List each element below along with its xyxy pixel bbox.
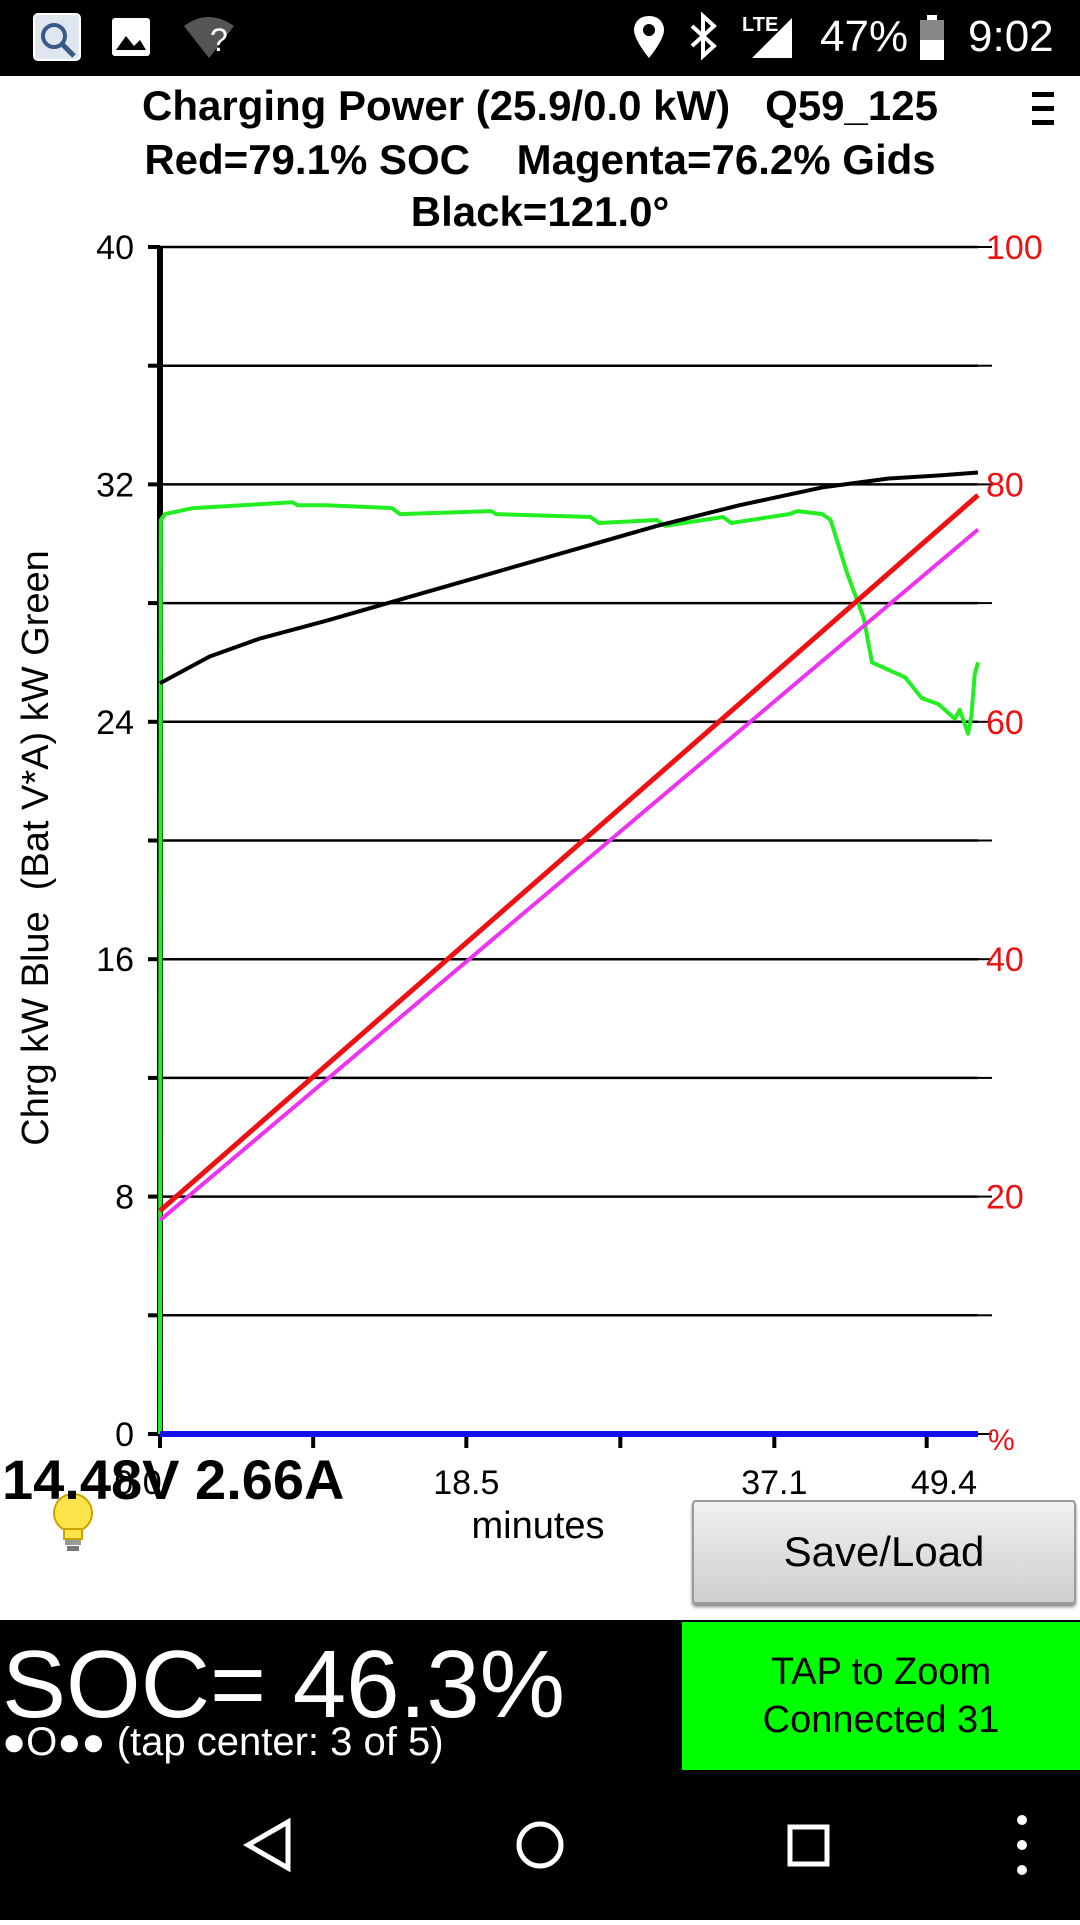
y-tick-label-40: 40 [96, 229, 134, 267]
y-tick-label-0: 0 [115, 1416, 134, 1454]
bluetooth-icon [686, 11, 722, 67]
recents-icon[interactable] [787, 1824, 830, 1867]
charging-chart[interactable]: 0 8 16 24 32 40 20 40 60 80 100% 0.0 18.5 37.1 49.4 min… [0, 220, 1080, 1550]
y2-tick-label-60: 60 [986, 704, 1024, 742]
chart-title-line3: Black=121.0° [410, 188, 670, 235]
signal-icon [748, 16, 794, 65]
series-black-line [159, 470, 979, 685]
x-tick-label-37.1: 37.1 [741, 1464, 807, 1502]
x-axis-label: minutes [471, 1505, 604, 1547]
chart-series [158, 470, 980, 1437]
y2-tick-label-80: 80 [986, 466, 1024, 504]
y-axis-label: Chrg kW Blue (Bat V*A) kW Green [15, 550, 57, 1146]
app-icon [32, 12, 82, 67]
battery-percent: 47% [820, 12, 909, 61]
wifi-icon [180, 14, 240, 65]
x-tick-label-0.0: 0.0 [114, 1464, 161, 1502]
voltage-current-readout: 14.48V 2.66A [2, 1448, 345, 1511]
save-load-button[interactable]: Save/Load [692, 1500, 1076, 1604]
back-icon[interactable] [242, 1817, 291, 1873]
x-tick-label-49.4: 49.4 [911, 1464, 977, 1502]
y-tick-label-32: 32 [96, 466, 134, 504]
series-red-line [158, 493, 980, 1213]
y2-axis-label: % [988, 1424, 1015, 1457]
navigation-bar [0, 1770, 1080, 1920]
battery-icon [918, 14, 946, 67]
overflow-menu-icon[interactable] [1032, 92, 1058, 134]
chart-labels: 0 8 16 24 32 40 20 40 60 80 100% 0.0 18.5 37.1 49.4 min… [15, 229, 1043, 1547]
zoom-line1: TAP to Zoom [770, 1651, 992, 1693]
x-tick-label-18.5: 18.5 [433, 1464, 499, 1502]
tap-to-zoom-button[interactable]: TAP to Zoom Connected 31 [682, 1622, 1080, 1770]
chart-grid [160, 245, 978, 1436]
series-magenta-line [158, 527, 980, 1222]
tap-center-indicator: ●O●● (tap center: 3 of 5) [2, 1720, 444, 1764]
series-green-line [158, 500, 980, 1435]
y2-tick-label-100: 100 [986, 229, 1043, 267]
y2-tick-label-40: 40 [986, 941, 1024, 979]
y-tick-label-8: 8 [115, 1179, 134, 1217]
location-icon [632, 14, 666, 65]
home-icon[interactable] [516, 1821, 564, 1869]
lightbulb-icon [50, 1493, 96, 1558]
zoom-line2: Connected 31 [762, 1699, 1000, 1741]
wifi-unknown-label: ? [210, 22, 228, 58]
clock: 9:02 [968, 12, 1054, 61]
chart-title-line2: Red=79.1% SOC Magenta=76.2% Gids [144, 136, 936, 183]
soc-value: SOC= 46.3% [2, 1631, 565, 1738]
chart-title-line1: Charging Power (25.9/0.0 kW) Q59_125 [142, 82, 938, 129]
y2-tick-label-20: 20 [986, 1179, 1024, 1217]
more-vert-icon[interactable] [1017, 1815, 1027, 1875]
network-type: LTE [742, 14, 779, 36]
y-tick-label-24: 24 [96, 704, 134, 742]
chart-ticks [148, 245, 992, 1448]
y-tick-label-16: 16 [96, 941, 134, 979]
gallery-icon [110, 16, 152, 63]
status-bar: ? LTE 47% 9:02 [0, 0, 1080, 76]
